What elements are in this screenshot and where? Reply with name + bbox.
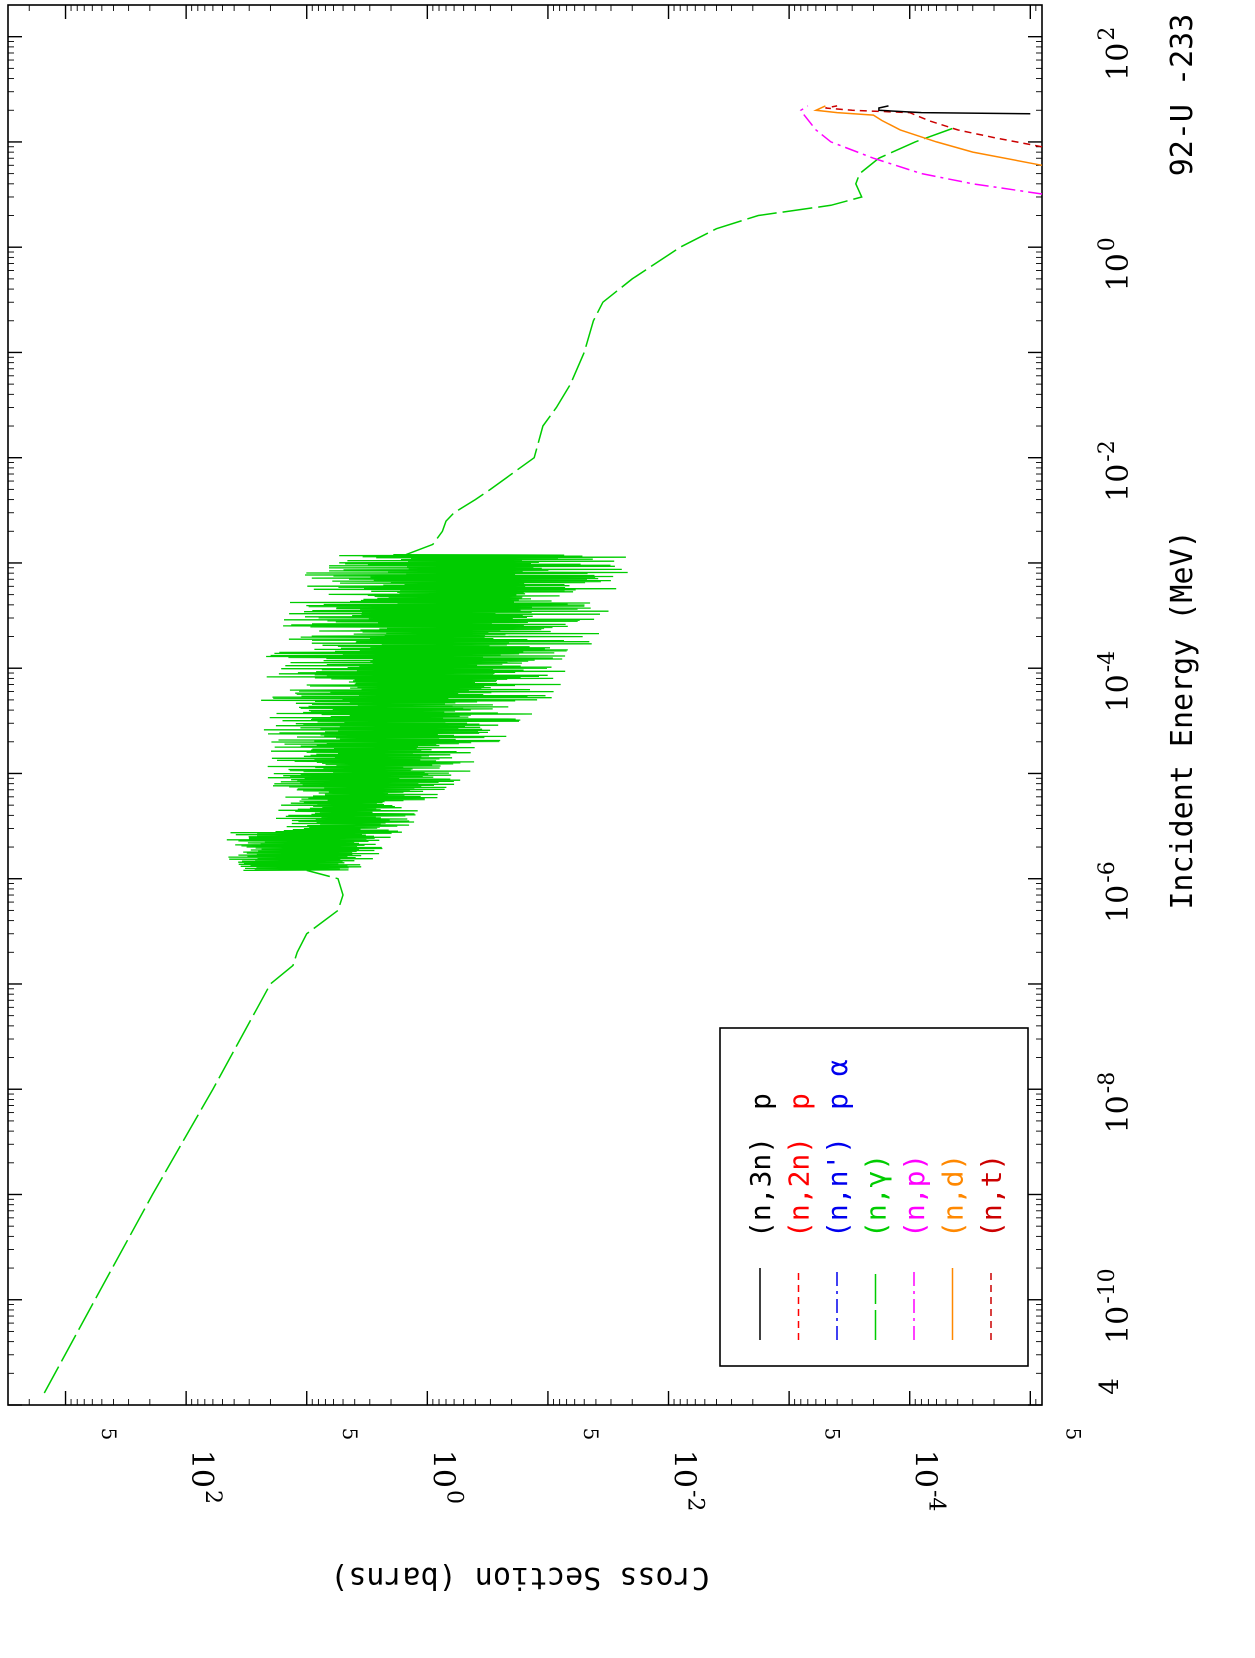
energy-corner-label: 4 [1095, 1378, 1125, 1395]
legend-marker: p [783, 1093, 816, 1110]
tick-label-exponent: 2 [200, 1490, 225, 1504]
legend-label: (n,n') [821, 1137, 854, 1238]
y-axis-title: Cross Section (barns) [330, 1560, 709, 1595]
series-line [43, 869, 344, 1394]
legend-box [719, 1027, 1029, 1367]
tick-label-base: 10 [1101, 674, 1136, 712]
tick-label-exponent: 2 [1095, 27, 1120, 41]
cross-section-tick-label: 10-2 [667, 1450, 708, 1512]
series-layer [43, 105, 1043, 1394]
cross-section-tick-label: 100 [425, 1450, 466, 1504]
legend-entry: (n,γ) [860, 1154, 893, 1340]
energy-tick-label: 10-4 [1095, 651, 1136, 713]
energy-tick-label: 10-2 [1095, 440, 1136, 502]
axis-labels: 10-1010-810-610-410-2100102410210010-210… [97, 14, 1200, 1595]
tick-label-base: 10 [1101, 885, 1136, 923]
plot-frame [7, 4, 1043, 1406]
energy-tick-label: 102 [1095, 27, 1136, 81]
tick-label-base: 10 [184, 1450, 219, 1488]
energy-tick-label: 10-8 [1095, 1072, 1136, 1134]
cross-section-minor-label: 5 [97, 1428, 121, 1441]
legend-entry: (n,3n) p [744, 1093, 777, 1340]
legend: (n,3n)p(n,2n)p(n,n')p α(n,γ) (n,p) (n,d) (n… [719, 1027, 1029, 1367]
legend-entry: (n,t) [975, 1154, 1008, 1340]
cross-section-minor-label: 5 [338, 1428, 362, 1441]
series-line [825, 105, 1043, 148]
tick-label-base: 10 [1101, 253, 1136, 291]
cross-section-minor-label: 5 [1062, 1428, 1086, 1441]
tick-label-base: 10 [425, 1450, 460, 1488]
tick-label-exponent: -2 [683, 1490, 708, 1511]
legend-label: (n,d) [937, 1154, 970, 1238]
material-label: 92-U -233 [1165, 14, 1200, 177]
cross-section-tick-label: 10-4 [908, 1450, 949, 1512]
series-line [813, 105, 1043, 167]
cross-section-tick-label: 102 [184, 1450, 225, 1504]
tick-label-base: 10 [1101, 1095, 1136, 1133]
tick-label-exponent: -6 [1095, 861, 1120, 882]
series-line [799, 105, 1043, 195]
cross-section-minor-label: 5 [579, 1428, 603, 1441]
legend-label: (n,t) [975, 1154, 1008, 1238]
tick-label-base: 10 [1101, 464, 1136, 502]
legend-label: (n,p) [898, 1154, 931, 1238]
cross-section-minor-label: 5 [820, 1428, 844, 1441]
series-line [405, 125, 958, 556]
tick-label-exponent: -4 [924, 1490, 949, 1511]
energy-tick-label: 10-6 [1095, 861, 1136, 923]
tick-label-exponent: -8 [1095, 1072, 1120, 1093]
legend-label: (n,2n) [783, 1137, 816, 1238]
legend-entry: (n,d) [937, 1154, 970, 1340]
legend-entry: (n,p) [898, 1154, 931, 1340]
tick-label-exponent: -4 [1095, 651, 1120, 672]
tick-label-exponent: 0 [1095, 237, 1120, 251]
series-line [878, 105, 1031, 115]
tick-label-base: 10 [667, 1450, 702, 1488]
tick-label-base: 10 [1101, 1306, 1136, 1344]
legend-marker: p [744, 1093, 777, 1110]
plot-border [7, 4, 1043, 1406]
legend-entry: (n,n') p α [821, 1059, 854, 1340]
x-axis-title: Incident Energy (MeV) [1165, 530, 1200, 909]
axis-ticks [7, 4, 1043, 1406]
legend-label: (n,γ) [860, 1154, 893, 1238]
tick-label-exponent: 0 [441, 1490, 466, 1504]
series-line-resonances [226, 553, 628, 872]
tick-label-base: 10 [908, 1450, 943, 1488]
tick-label-exponent: -2 [1095, 440, 1120, 461]
tick-label-base: 10 [1101, 43, 1136, 81]
legend-marker: p α [821, 1059, 854, 1110]
energy-tick-label: 10-10 [1095, 1268, 1136, 1344]
legend-entry: (n,2n) p [783, 1093, 816, 1340]
tick-label-exponent: -10 [1095, 1268, 1120, 1303]
legend-label: (n,3n) [744, 1137, 777, 1238]
energy-tick-label: 100 [1095, 237, 1136, 291]
